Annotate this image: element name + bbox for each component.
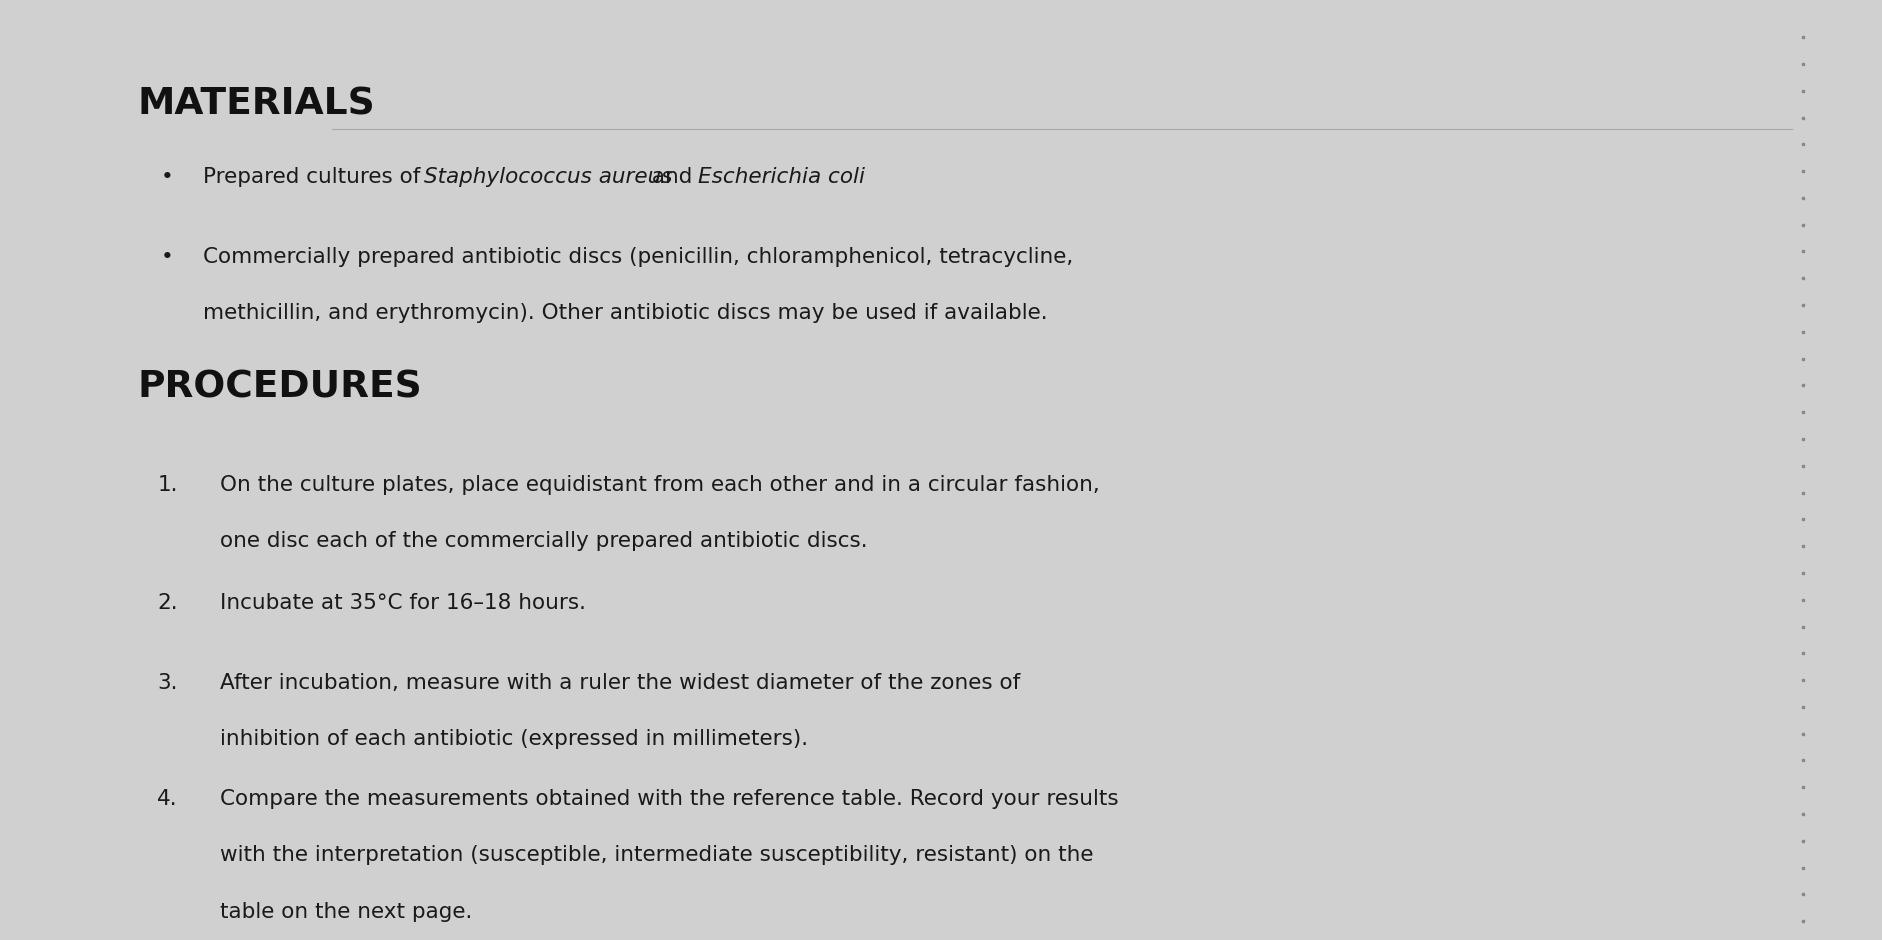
Text: Prepared cultures of: Prepared cultures of	[203, 166, 427, 187]
Text: and: and	[646, 166, 698, 187]
Text: methicillin, and erythromycin). Other antibiotic discs may be used if available.: methicillin, and erythromycin). Other an…	[203, 304, 1046, 323]
Text: Staphylococcus aureus: Staphylococcus aureus	[423, 166, 672, 187]
Text: •: •	[160, 247, 173, 267]
Text: Escherichia coli: Escherichia coli	[698, 166, 864, 187]
Text: 3.: 3.	[158, 673, 179, 693]
Text: 2.: 2.	[158, 592, 179, 613]
Text: On the culture plates, place equidistant from each other and in a circular fashi: On the culture plates, place equidistant…	[220, 475, 1099, 494]
Text: table on the next page.: table on the next page.	[220, 901, 472, 921]
Text: inhibition of each antibiotic (expressed in millimeters).: inhibition of each antibiotic (expressed…	[220, 729, 807, 749]
Text: one disc each of the commercially prepared antibiotic discs.: one disc each of the commercially prepar…	[220, 531, 868, 551]
Text: Compare the measurements obtained with the reference table. Record your results: Compare the measurements obtained with t…	[220, 789, 1118, 809]
Text: PROCEDURES: PROCEDURES	[137, 369, 422, 405]
Text: Commercially prepared antibiotic discs (penicillin, chloramphenicol, tetracyclin: Commercially prepared antibiotic discs (…	[203, 247, 1073, 267]
Text: 4.: 4.	[158, 789, 179, 809]
Text: MATERIALS: MATERIALS	[137, 86, 375, 122]
Text: with the interpretation (susceptible, intermediate susceptibility, resistant) on: with the interpretation (susceptible, in…	[220, 845, 1093, 866]
Text: Incubate at 35°C for 16–18 hours.: Incubate at 35°C for 16–18 hours.	[220, 592, 585, 613]
Text: After incubation, measure with a ruler the widest diameter of the zones of: After incubation, measure with a ruler t…	[220, 673, 1020, 693]
Text: •: •	[160, 166, 173, 187]
Text: 1.: 1.	[158, 475, 179, 494]
